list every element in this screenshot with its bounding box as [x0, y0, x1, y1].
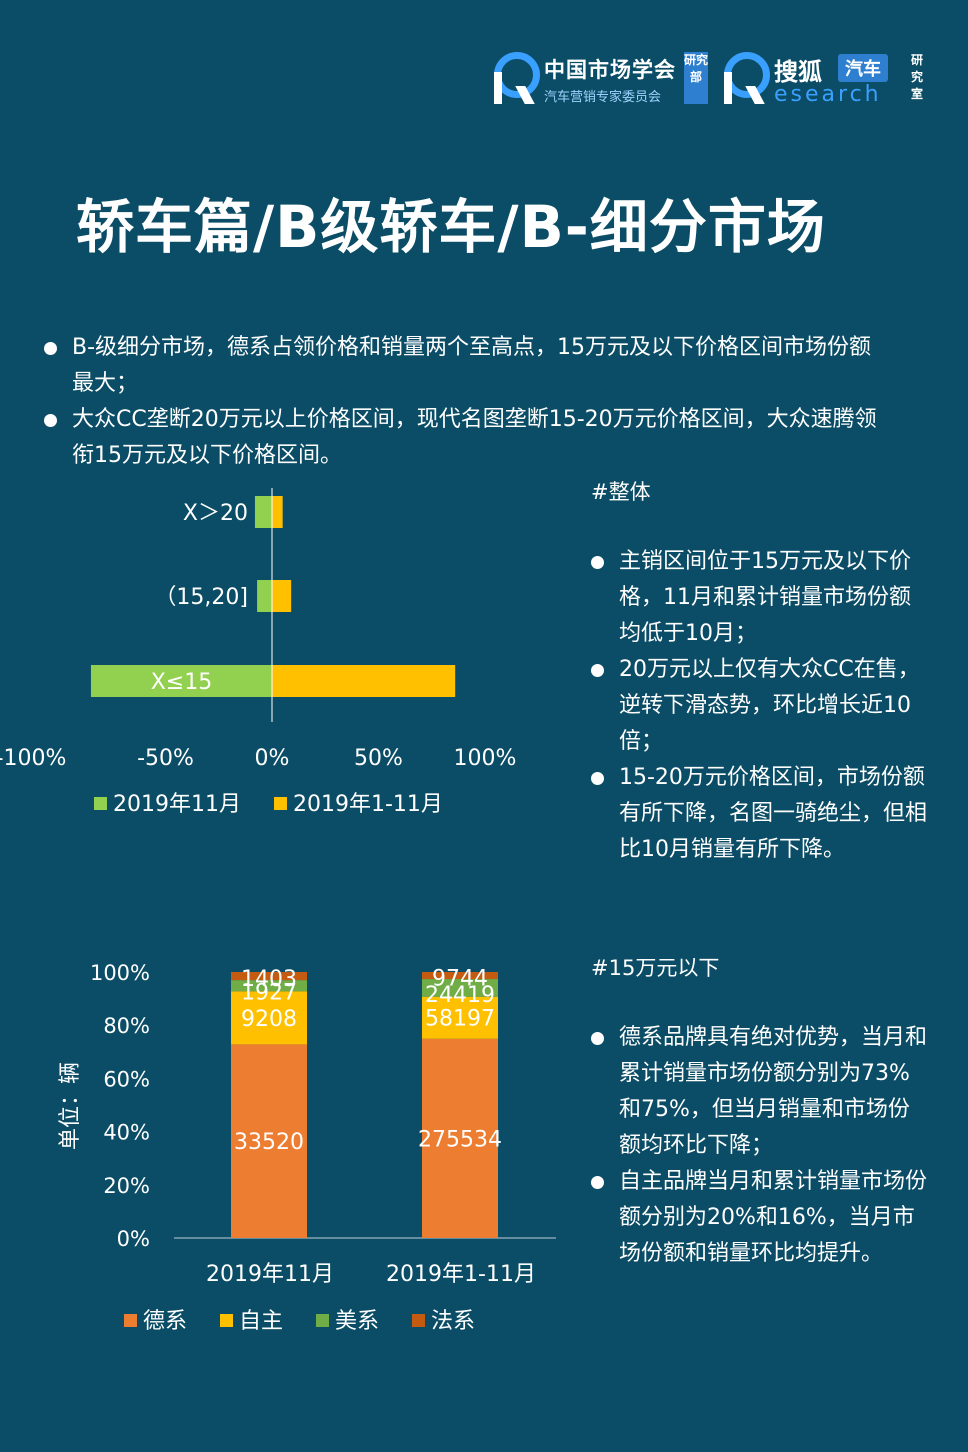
legend-swatch — [124, 1314, 137, 1327]
legend-label: 2019年1-11月 — [292, 792, 443, 817]
data-label: 9208 — [241, 1007, 297, 1032]
x-tick-label: 0% — [255, 746, 290, 771]
chart2-legend: 德系 自主 美系 法系 — [124, 1303, 501, 1335]
bar-nov — [90, 665, 272, 697]
logo-sohu-tag: 汽车 — [838, 54, 888, 82]
y-tick-label: 0% — [117, 1227, 150, 1251]
r-logo-icon — [724, 52, 770, 106]
logo-cma-tag: 研究部 — [684, 52, 708, 104]
stack-segment — [422, 1038, 498, 1238]
legend-label: 自主 — [239, 1309, 284, 1334]
logo-sohu: 搜狐 汽车 esearch 研究室 — [724, 52, 934, 108]
category-label: （15,20] — [154, 585, 248, 610]
page-title: 轿车篇/B级轿车/B-细分市场 — [76, 193, 826, 261]
legend-item-american: 美系 — [316, 1309, 379, 1334]
under15-bullet: 德系品牌具有绝对优势，当月和累计销量市场份额分别为73%和75%，但当月销量和市… — [591, 1020, 931, 1164]
legend-label: 2019年11月 — [113, 792, 241, 817]
overall-bullet: 主销区间位于15万元及以下价格，11月和累计销量市场份额均低于10月； — [591, 544, 931, 652]
data-label: 33520 — [234, 1130, 304, 1155]
data-label: 1927 — [241, 981, 297, 1006]
stack-segment — [231, 972, 307, 981]
bar-nov — [254, 496, 272, 528]
logo-cma-name: 中国市场学会 — [544, 58, 676, 82]
under15-bullet: 自主品牌当月和累计销量市场份额分别为20%和16%，当月市场份额和销量环比均提升… — [591, 1164, 931, 1272]
legend-swatch — [273, 797, 287, 810]
legend-swatch — [94, 797, 107, 810]
data-label: 1403 — [241, 967, 297, 992]
logo-sohu-research: esearch — [774, 82, 882, 107]
stack-segment — [231, 980, 307, 992]
x-tick-label: 100% — [454, 746, 517, 771]
x-category-label: 2019年11月 — [206, 1262, 334, 1287]
logo-sohu-name: 搜狐 — [774, 58, 822, 86]
y-axis-title: 单位：辆 — [58, 1062, 83, 1150]
intro-bullet: B-级细分市场，德系占领价格和销量两个至高点，15万元及以下价格区间市场份额最大… — [44, 330, 884, 402]
y-tick-label: 60% — [103, 1067, 150, 1091]
legend-label: 美系 — [335, 1309, 380, 1334]
r-logo-icon — [494, 52, 540, 106]
bar-ytd — [272, 665, 456, 697]
stack-segment — [231, 1044, 307, 1238]
intro-bullets: B-级细分市场，德系占领价格和销量两个至高点，15万元及以下价格区间市场份额最大… — [44, 330, 884, 474]
stack-segment — [422, 996, 498, 1039]
section-under15-heading: #15万元以下 — [591, 956, 720, 980]
y-tick-label: 40% — [103, 1121, 150, 1145]
x-tick-label: 50% — [354, 746, 403, 771]
data-label: 275534 — [418, 1127, 502, 1152]
y-tick-label: 20% — [103, 1174, 150, 1198]
data-label: 58197 — [425, 1007, 495, 1032]
logo-cma: 中国市场学会 汽车营销专家委员会 研究部 — [494, 52, 714, 108]
x-tick-label: -50% — [137, 746, 194, 771]
legend-item-ytd: 2019年1-11月 — [273, 792, 443, 817]
section-overall-heading: #整体 — [591, 480, 651, 504]
overall-bullet: 15-20万元价格区间，市场份额有所下降，名图一骑绝尘，但相比10月销量有所下降… — [591, 760, 931, 868]
legend-swatch — [316, 1314, 330, 1327]
legend-swatch — [220, 1314, 234, 1327]
stack-segment — [422, 972, 498, 980]
logo-sohu-side: 研究室 — [910, 53, 923, 101]
chart1-legend: 2019年11月 2019年1-11月 — [94, 786, 469, 818]
section-overall-bullets: 主销区间位于15万元及以下价格，11月和累计销量市场份额均低于10月； 20万元… — [591, 544, 931, 868]
x-category-label: 2019年1-11月 — [386, 1262, 536, 1287]
overall-bullet: 20万元以上仅有大众CC在售，逆转下滑态势，环比增长近10倍； — [591, 652, 931, 760]
legend-label: 德系 — [143, 1309, 188, 1334]
x-tick-label: -100% — [0, 746, 66, 771]
legend-item-nov: 2019年11月 — [94, 792, 241, 817]
bar-ytd — [272, 496, 283, 528]
legend-swatch — [412, 1314, 426, 1327]
data-label: 9744 — [432, 967, 488, 992]
legend-label: 法系 — [431, 1309, 476, 1334]
stack-segment — [422, 979, 498, 997]
category-label: X≤15 — [151, 670, 213, 695]
stack-segment — [231, 991, 307, 1045]
bar-ytd — [272, 580, 292, 612]
intro-bullet: 大众CC垄断20万元以上价格区间，现代名图垄断15-20万元价格区间，大众速腾领… — [44, 402, 884, 474]
legend-item-french: 法系 — [412, 1309, 475, 1334]
bar-nov — [257, 580, 272, 612]
legend-item-domestic: 自主 — [220, 1309, 283, 1334]
logo-cma-subname: 汽车营销专家委员会 — [544, 90, 662, 105]
legend-item-german: 德系 — [124, 1309, 187, 1334]
y-tick-label: 100% — [90, 961, 150, 985]
section-under15-bullets: 德系品牌具有绝对优势，当月和累计销量市场份额分别为73%和75%，但当月销量和市… — [591, 1020, 931, 1272]
category-label: X＞20 — [183, 501, 248, 526]
data-label: 24419 — [425, 983, 495, 1008]
y-tick-label: 80% — [103, 1014, 150, 1038]
